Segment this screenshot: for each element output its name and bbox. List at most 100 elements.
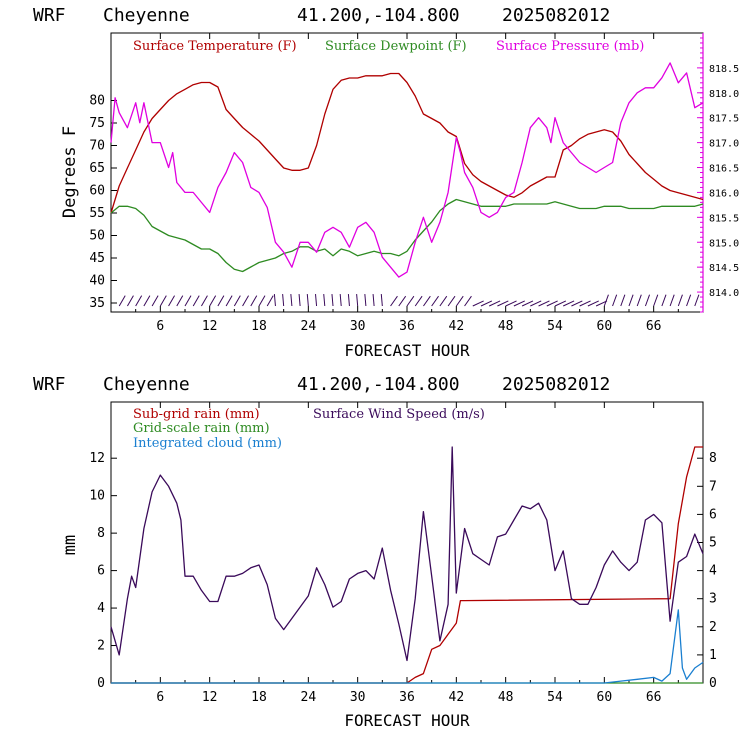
top-axis-ticks: 6 12 18 24 30 36 42 48 54 60 66 35 40 45 50 55 60 65 70 75 8… (89, 33, 739, 334)
bottom-y2-tick-label: 7 (709, 479, 717, 494)
wind-barb (380, 294, 383, 307)
top-x-tick-label: 24 (301, 319, 317, 334)
bottom-legend: Sub-grid rain (mm) Grid-scale rain (mm) … (133, 407, 485, 451)
legend-wind-speed: Surface Wind Speed (m/s) (313, 407, 485, 422)
wind-barb (489, 300, 501, 307)
top-y2-tick-label: 815.0 (709, 238, 739, 249)
top-x-tick-label: 60 (597, 319, 613, 334)
series-line-surface-pressure (110, 62, 704, 278)
bottom-y2-tick-label: 4 (709, 564, 717, 579)
wind-barb (480, 300, 493, 307)
top-y-tick-label: 75 (89, 116, 105, 131)
wind-barb (266, 295, 274, 307)
wind-barb (176, 295, 184, 307)
wind-barb (201, 295, 208, 307)
series-line-integrated-cloud (111, 609, 704, 684)
top-y2-tick-label: 817.0 (709, 139, 739, 150)
wind-barb (209, 295, 217, 307)
wind-barb (331, 294, 334, 307)
wind-barb (225, 295, 233, 307)
top-legend: Surface Temperature (F) Surface Dewpoint… (133, 39, 644, 54)
bottom-x-tick-label: 66 (646, 690, 662, 705)
top-header-model: WRF (33, 5, 66, 26)
bottom-panel: FORECAST HOUR mm 6 12 18 24 30 36 42 48 54 60 6602… (60, 401, 717, 730)
wind-barb (497, 300, 509, 307)
wind-barb (414, 295, 423, 307)
wind-barb (472, 300, 484, 307)
wind-barb (398, 295, 407, 307)
legend-integrated-cloud: Integrated cloud (mm) (133, 436, 282, 451)
legend-pressure: Surface Pressure (mb) (496, 39, 644, 54)
top-y-axis-label: Degrees F (60, 126, 80, 218)
wind-barb (513, 300, 525, 307)
bottom-y2-tick-label: 3 (709, 592, 717, 607)
top-y-tick-label: 50 (89, 229, 105, 244)
bottom-y-tick-label: 6 (97, 564, 105, 579)
bottom-x-tick-label: 54 (547, 690, 563, 705)
wind-barb (135, 295, 143, 307)
bottom-x-axis-label: FORECAST HOUR (344, 711, 470, 730)
top-y2-tick-label: 816.5 (709, 164, 739, 175)
bottom-y2-tick-label: 1 (709, 648, 717, 663)
top-y-tick-label: 55 (89, 206, 105, 221)
top-y-tick-label: 60 (89, 184, 105, 199)
wind-barb (603, 294, 609, 307)
wind-barb (192, 295, 200, 307)
wind-barb (184, 295, 192, 307)
bottom-x-tick-label: 36 (399, 690, 415, 705)
legend-dewpoint: Surface Dewpoint (F) (325, 39, 467, 54)
wind-barb (620, 294, 626, 307)
bottom-x-tick-label: 30 (350, 690, 366, 705)
bottom-x-tick-label: 48 (498, 690, 514, 705)
bottom-y-tick-label: 0 (97, 676, 105, 691)
bottom-y2-tick-label: 0 (709, 676, 717, 691)
top-y-tick-label: 65 (89, 161, 105, 176)
wind-barb (669, 294, 675, 307)
top-x-tick-label: 36 (399, 319, 415, 334)
top-y-tick-label: 40 (89, 274, 105, 289)
wind-barb (447, 295, 456, 307)
wind-barb (217, 295, 225, 307)
bottom-x-tick-label: 12 (202, 690, 218, 705)
bottom-y-axis-label: mm (60, 535, 80, 555)
wind-barb (431, 295, 439, 307)
series-line-sub-grid-rain (111, 446, 703, 684)
top-header-station: Cheyenne (103, 5, 190, 26)
top-x-tick-label: 54 (547, 319, 563, 334)
top-x-axis-label: FORECAST HOUR (344, 341, 470, 360)
top-y-tick-label: 80 (89, 94, 105, 109)
wind-barb (233, 295, 241, 307)
top-y2-tick-label: 816.0 (709, 188, 739, 199)
wind-barb (118, 295, 126, 307)
bottom-x-tick-label: 6 (156, 690, 164, 705)
bottom-header-station: Cheyenne (103, 374, 190, 395)
wind-barb (250, 295, 258, 307)
bottom-y2-tick-label: 5 (709, 536, 717, 551)
wind-barb (661, 294, 667, 307)
top-y2-tick-label: 814.5 (709, 263, 739, 274)
top-x-tick-label: 12 (202, 319, 218, 334)
wind-barb (390, 295, 398, 307)
wind-barb (595, 300, 608, 307)
wind-barb (364, 294, 367, 307)
wind-barb (579, 300, 591, 307)
wind-barb (372, 294, 375, 307)
wind-barb (323, 294, 326, 307)
top-y2-tick-label: 815.5 (709, 213, 739, 224)
top-x-tick-label: 30 (350, 319, 366, 334)
bottom-y-tick-label: 10 (89, 489, 105, 504)
bottom-x-tick-label: 24 (301, 690, 317, 705)
top-x-tick-label: 6 (156, 319, 164, 334)
bottom-series-lines (110, 446, 704, 684)
top-x-tick-label: 18 (251, 319, 267, 334)
wind-barb (563, 300, 575, 307)
wind-barb (339, 294, 342, 307)
wind-barb (538, 300, 550, 307)
wind-barb (127, 295, 134, 307)
wind-barb (356, 294, 359, 307)
top-panel: FORECAST HOUR Degrees F 6 12 18 24 30 36 42 48 5… (60, 32, 739, 360)
top-header-coords: 41.200,-104.800 (297, 5, 460, 26)
legend-gridscale-rain: Grid-scale rain (mm) (133, 421, 270, 436)
wind-barb (242, 295, 249, 307)
wind-barb (151, 295, 159, 307)
